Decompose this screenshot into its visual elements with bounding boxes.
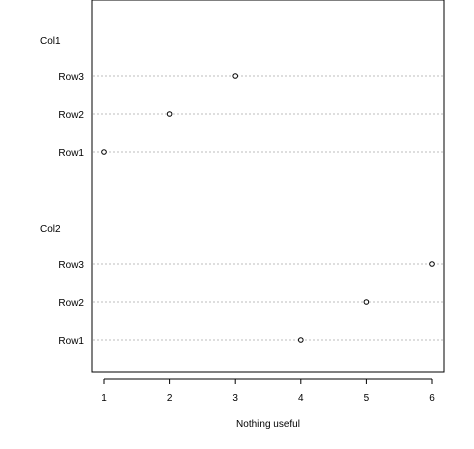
data-point [232,73,238,79]
group-labels: Col1 Col2 [40,36,61,235]
guide-lines [93,75,443,341]
row-label: Row3 [58,72,84,83]
plot-frame [91,0,445,373]
row-label: Row3 [58,260,84,271]
x-axis-label: Nothing useful [236,419,300,430]
data-point [363,299,370,305]
data-point [101,149,107,155]
group-label: Col2 [40,224,61,235]
x-tick-label: 6 [429,393,435,404]
row-label: Row1 [58,336,84,347]
group-label: Col1 [40,36,61,47]
x-tick-label: 5 [364,393,370,404]
row-label: Row2 [58,298,84,309]
data-point [166,111,173,117]
row-label: Row1 [58,148,84,159]
x-tick-label: 4 [298,393,304,404]
row-labels: Row3 Row2 Row1 Row3 Row2 Row1 [58,72,84,347]
x-axis: 1 2 3 4 5 6 [101,378,435,404]
x-tick-label: 2 [167,393,173,404]
data-points [101,73,435,343]
x-tick-label: 1 [101,393,107,404]
data-point [429,261,435,267]
x-tick-label: 3 [232,393,238,404]
row-label: Row2 [58,110,84,121]
data-point [298,337,304,343]
